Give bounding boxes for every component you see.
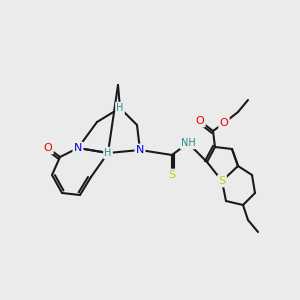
Text: O: O [196, 116, 204, 126]
Text: N: N [74, 143, 82, 153]
Text: O: O [44, 143, 52, 153]
Text: S: S [168, 170, 175, 180]
Text: NH: NH [181, 138, 195, 148]
Text: H: H [104, 148, 112, 158]
Text: N: N [136, 145, 144, 155]
Text: H: H [116, 103, 124, 113]
Text: O: O [220, 118, 228, 128]
Text: S: S [218, 176, 226, 186]
